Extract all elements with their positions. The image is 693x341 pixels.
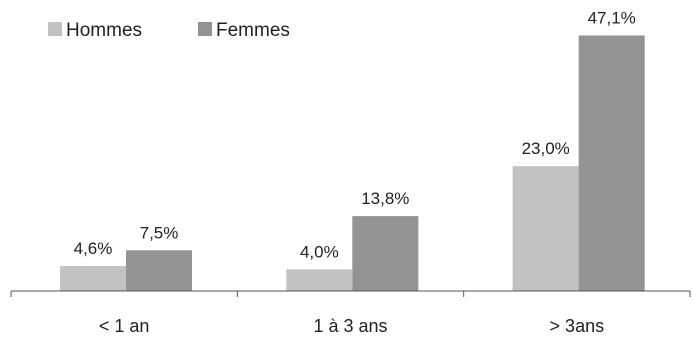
bar-1-1: [352, 216, 419, 291]
bar-0-0: [60, 266, 126, 291]
value-label-1-2: 47,1%: [588, 8, 636, 27]
bar-1-2: [578, 35, 645, 292]
bar-0-2: [512, 166, 579, 291]
x-tick-label-0: < 1 an: [99, 316, 150, 336]
legend-swatch-0: [48, 22, 62, 36]
value-label-1-1: 13,8%: [361, 189, 409, 208]
x-axis: < 1 an 1 à 3 ans > 3ans: [10, 290, 691, 336]
x-tick-label-2: > 3ans: [550, 316, 605, 336]
value-label-0-0: 4,6%: [74, 239, 113, 258]
x-tick-label-1: 1 à 3 ans: [313, 316, 387, 336]
legend-swatch-1: [198, 22, 212, 36]
value-labels-group: 4,6% 7,5% 4,0% 13,8% 23,0% 47,1%: [74, 8, 636, 261]
value-label-0-1: 4,0%: [300, 242, 339, 261]
value-label-0-2: 23,0%: [522, 139, 570, 158]
legend-label-0: Hommes: [66, 20, 142, 41]
bar-0-1: [286, 269, 353, 291]
legend-label-1: Femmes: [216, 20, 290, 41]
value-label-1-0: 7,5%: [140, 223, 179, 242]
bars-group: [60, 35, 645, 292]
legend: Hommes Femmes: [48, 20, 290, 41]
bar-1-0: [126, 250, 192, 291]
